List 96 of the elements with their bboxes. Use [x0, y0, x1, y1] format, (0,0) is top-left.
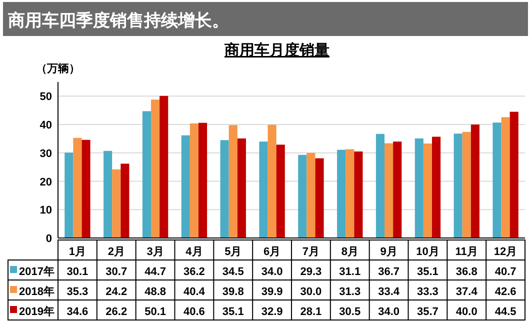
- data-label: 34.5: [222, 266, 244, 278]
- data-label: 36.8: [456, 266, 478, 278]
- bar: [228, 125, 238, 238]
- data-label: 48.8: [144, 286, 166, 298]
- data-label: 39.8: [222, 286, 244, 298]
- bar: [198, 122, 208, 238]
- bar: [82, 140, 90, 238]
- y-axis-title: （万辆）: [36, 62, 80, 75]
- x-tick-label: 2月: [108, 246, 125, 258]
- bar: [64, 152, 74, 238]
- bar: [160, 96, 168, 238]
- y-tick-label: 30: [40, 148, 52, 160]
- bar: [354, 151, 363, 238]
- bar: [104, 150, 112, 238]
- bar: [142, 111, 152, 238]
- bar: [454, 134, 462, 238]
- data-label: 40.4: [183, 286, 206, 298]
- x-tick-label: 8月: [341, 246, 358, 258]
- bar: [492, 122, 502, 238]
- data-label: 30.1: [66, 266, 88, 278]
- bar: [315, 158, 324, 238]
- bar: [112, 169, 121, 238]
- data-label: 35.1: [416, 266, 438, 278]
- bar: [268, 124, 276, 238]
- data-label: 34.6: [66, 306, 88, 318]
- bar: [393, 142, 402, 238]
- bar: [298, 154, 307, 238]
- data-label: 35.1: [222, 306, 244, 318]
- x-tick-label: 12月: [494, 246, 518, 258]
- chart-subtitle: 商用车月度销量: [224, 41, 330, 59]
- bar: [462, 132, 471, 238]
- bar: [276, 144, 285, 238]
- data-label: 37.4: [456, 286, 478, 298]
- y-tick-label: 0: [46, 233, 52, 245]
- x-tick-label: 5月: [224, 246, 242, 258]
- data-label: 30.0: [300, 286, 322, 298]
- y-tick-label: 40: [40, 120, 52, 132]
- data-label: 50.1: [144, 306, 166, 318]
- data-label: 40.7: [494, 266, 516, 278]
- data-label: 33.4: [378, 286, 400, 298]
- bar: [470, 124, 480, 238]
- data-label: 29.3: [300, 266, 322, 278]
- bar: [181, 135, 190, 238]
- data-label: 36.7: [378, 266, 400, 278]
- data-label: 40.6: [183, 306, 205, 318]
- y-tick-label: 20: [40, 176, 52, 188]
- bar: [432, 136, 441, 238]
- data-label: 44.7: [144, 266, 166, 278]
- x-tick-label: 3月: [146, 246, 164, 258]
- data-label: 30.7: [106, 266, 128, 278]
- data-label: 35.3: [66, 286, 88, 298]
- bar: [151, 100, 160, 238]
- legend-label: 2017年: [19, 265, 54, 278]
- y-tick-label: 10: [40, 204, 52, 217]
- data-label: 34.0: [261, 266, 283, 278]
- data-label: 32.9: [261, 306, 283, 318]
- bar: [237, 138, 246, 238]
- data-label: 44.5: [494, 306, 516, 318]
- x-tick-label: 11月: [455, 246, 478, 258]
- bar: [190, 123, 198, 238]
- data-label: 42.6: [494, 286, 516, 298]
- chart-title: 商用车四季度销售持续增长。: [7, 11, 229, 30]
- x-tick-label: 9月: [380, 246, 398, 258]
- bar: [384, 143, 394, 238]
- data-label: 33.3: [416, 286, 438, 298]
- data-label: 35.7: [416, 306, 438, 318]
- bar: [346, 149, 354, 238]
- bar: [73, 138, 82, 238]
- data-label: 31.3: [339, 286, 361, 298]
- data-label: 30.5: [339, 306, 361, 318]
- legend-label: 2019年: [19, 305, 54, 318]
- bar: [220, 140, 229, 238]
- bar: [306, 152, 316, 238]
- x-tick-label: 10月: [416, 246, 440, 258]
- x-tick-label: 6月: [263, 246, 281, 258]
- data-label: 39.9: [261, 286, 283, 298]
- bar: [259, 142, 268, 238]
- legend-label: 2018年: [19, 285, 54, 298]
- bar: [414, 138, 424, 238]
- data-label: 31.1: [339, 266, 361, 278]
- y-tick-label: 50: [40, 91, 52, 104]
- x-tick-label: 4月: [186, 246, 203, 258]
- data-label: 24.2: [106, 286, 128, 298]
- data-label: 26.2: [106, 306, 128, 318]
- data-label: 34.0: [378, 306, 400, 318]
- bar: [376, 134, 385, 238]
- x-tick-label: 7月: [302, 246, 320, 258]
- data-label: 40.0: [456, 306, 478, 318]
- bar: [120, 164, 130, 238]
- bar: [510, 112, 518, 238]
- bar: [423, 144, 432, 238]
- data-label: 36.2: [183, 266, 205, 278]
- data-label: 28.1: [300, 306, 322, 318]
- x-tick-label: 1月: [68, 246, 86, 258]
- bar: [501, 117, 510, 238]
- bar: [337, 150, 346, 238]
